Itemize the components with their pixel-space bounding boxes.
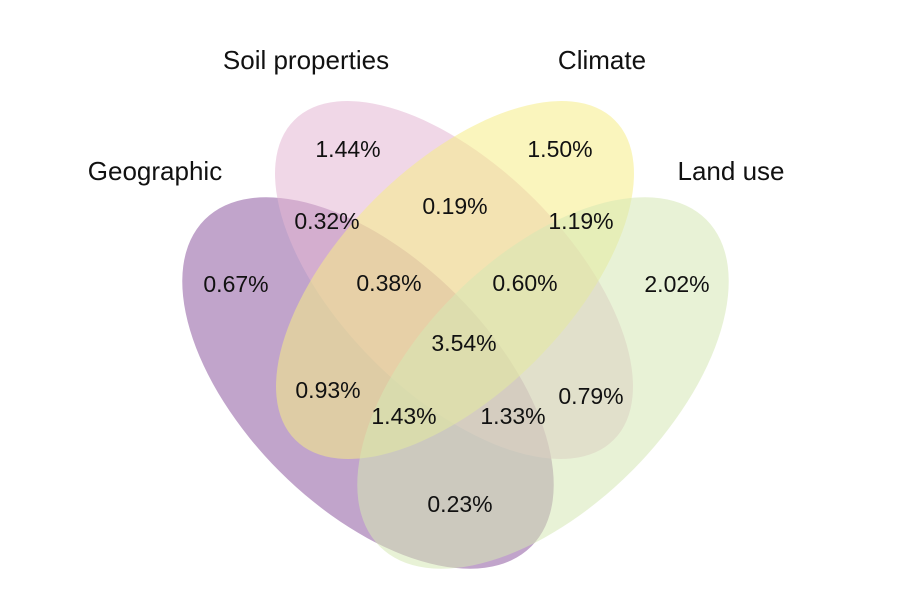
- region-geo-soil-climate: 0.38%: [356, 270, 421, 296]
- region-geo-soil: 0.32%: [294, 208, 359, 234]
- region-soil-land-use: 0.79%: [558, 383, 623, 409]
- region-geo-climate: 0.93%: [295, 377, 360, 403]
- region-geo-land-use: 0.23%: [427, 491, 492, 517]
- set-label-land-use: Land use: [678, 156, 785, 186]
- region-geo-climate-land-use: 1.43%: [371, 403, 436, 429]
- region-climate-land-use: 1.19%: [548, 208, 613, 234]
- region-land-use-only: 2.02%: [644, 271, 709, 297]
- region-climate-only: 1.50%: [527, 136, 592, 162]
- region-soil-only: 1.44%: [315, 136, 380, 162]
- region-geo-soil-land-use: 1.33%: [480, 403, 545, 429]
- region-geographic-only: 0.67%: [203, 271, 268, 297]
- ellipse-climate: [276, 101, 634, 459]
- region-soil-climate: 0.19%: [422, 193, 487, 219]
- set-label-soil-properties: Soil properties: [223, 45, 389, 75]
- ellipse-land-use: [357, 197, 729, 569]
- region-all-four: 3.54%: [431, 330, 496, 356]
- set-label-climate: Climate: [558, 45, 646, 75]
- set-label-geographic: Geographic: [88, 156, 222, 186]
- region-soil-climate-land-use: 0.60%: [492, 270, 557, 296]
